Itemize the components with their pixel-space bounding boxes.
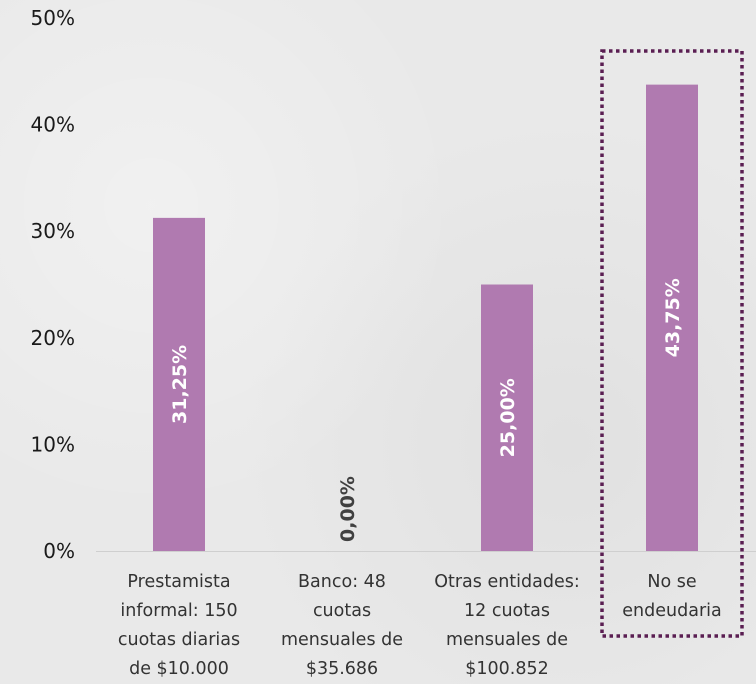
category-label-line: mensuales de (445, 630, 569, 650)
category-label: No se endeudaria (593, 568, 751, 626)
data-label: 31,25% (169, 345, 191, 424)
category-label-line: $100.852 (465, 659, 549, 679)
category-label-line: informal: 150 (120, 601, 238, 621)
category-label: Banco: 48 cuotas mensuales de $35.686 (263, 568, 421, 684)
bar (481, 284, 533, 551)
data-labels-layer: 31,25% 0,00% 25,00% 43,75% (169, 278, 684, 542)
highlight-box (600, 49, 744, 638)
data-label: 25,00% (497, 378, 519, 457)
bar (646, 84, 698, 551)
category-label-line: No se (647, 572, 697, 592)
y-tick-label: 0% (43, 539, 75, 563)
y-tick-label: 50% (31, 6, 75, 30)
category-label: Otras entidades: 12 cuotas mensuales de $10… (428, 568, 586, 684)
category-label: Prestamista informal: 150 cuotas diarias de… (100, 568, 258, 684)
bars-layer (153, 84, 698, 551)
y-tick-label: 20% (31, 326, 75, 350)
y-tick-label: 30% (31, 219, 75, 243)
category-label-line: Banco: 48 (298, 572, 386, 592)
category-label-line: cuotas (312, 601, 372, 621)
category-label-line: Otras entidades: (434, 572, 580, 592)
category-label-line: $35.686 (305, 659, 379, 679)
y-tick-label: 10% (31, 432, 75, 456)
bar (153, 217, 205, 551)
category-label-line: 12 cuotas (464, 601, 550, 621)
category-label-line: Prestamista (127, 572, 231, 592)
highlight-layer (600, 49, 744, 638)
category-label-line: endeudaria (622, 601, 722, 621)
category-label-line: mensuales de (280, 630, 404, 650)
data-label: 0,00% (337, 476, 359, 542)
category-label-line: de $10.000 (129, 659, 229, 679)
axis-layer: 0% 10% 20% 30% 40% 50% (31, 6, 756, 563)
data-label: 43,75% (662, 278, 684, 357)
y-tick-label: 40% (31, 113, 75, 137)
category-label-line: cuotas diarias (117, 630, 241, 650)
